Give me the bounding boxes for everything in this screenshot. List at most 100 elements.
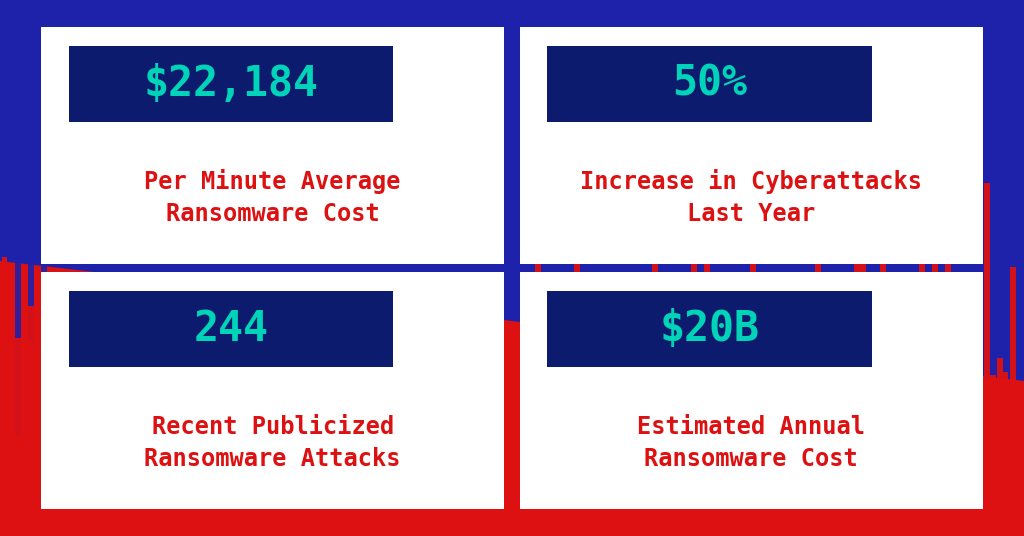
- Bar: [353, 0, 358, 249]
- Bar: [145, 0, 151, 443]
- Bar: [815, 185, 821, 536]
- FancyBboxPatch shape: [69, 46, 393, 122]
- FancyBboxPatch shape: [520, 272, 983, 509]
- Bar: [171, 0, 176, 121]
- Bar: [834, 275, 840, 536]
- Bar: [776, 416, 781, 536]
- Bar: [28, 0, 34, 341]
- Bar: [867, 487, 872, 536]
- Bar: [509, 0, 514, 217]
- Bar: [392, 0, 397, 288]
- Bar: [184, 0, 189, 107]
- FancyBboxPatch shape: [69, 291, 393, 367]
- Bar: [470, 0, 475, 160]
- Bar: [717, 0, 723, 422]
- Bar: [132, 0, 137, 39]
- Bar: [406, 0, 411, 102]
- Bar: [1016, 445, 1022, 536]
- Bar: [15, 338, 20, 536]
- Text: Recent Publicized
Ransomware Attacks: Recent Publicized Ransomware Attacks: [144, 415, 400, 471]
- Bar: [972, 375, 977, 536]
- Bar: [483, 495, 488, 536]
- Bar: [1002, 0, 1009, 62]
- Bar: [184, 440, 189, 536]
- Bar: [41, 0, 46, 285]
- Bar: [28, 306, 34, 536]
- Bar: [854, 221, 860, 536]
- Bar: [886, 393, 892, 536]
- Bar: [932, 172, 938, 536]
- Bar: [392, 366, 397, 536]
- Text: $20B: $20B: [659, 308, 760, 350]
- Bar: [314, 0, 319, 224]
- FancyBboxPatch shape: [41, 27, 505, 264]
- Bar: [353, 400, 358, 536]
- Bar: [802, 400, 808, 536]
- Bar: [210, 319, 215, 536]
- Bar: [821, 0, 826, 182]
- Bar: [327, 0, 333, 364]
- Bar: [737, 471, 742, 536]
- FancyBboxPatch shape: [548, 291, 871, 367]
- Bar: [906, 276, 911, 536]
- Bar: [418, 516, 424, 536]
- Bar: [496, 423, 502, 536]
- Bar: [171, 354, 176, 536]
- Bar: [834, 0, 840, 150]
- Bar: [80, 0, 85, 55]
- Bar: [795, 430, 801, 536]
- Bar: [1016, 0, 1022, 183]
- Bar: [366, 0, 372, 282]
- Bar: [873, 433, 879, 536]
- Bar: [808, 483, 813, 536]
- Bar: [249, 308, 255, 536]
- Bar: [1002, 372, 1009, 536]
- Bar: [842, 466, 847, 536]
- Bar: [678, 399, 683, 536]
- Bar: [665, 419, 671, 536]
- Bar: [288, 511, 294, 536]
- Bar: [705, 249, 710, 536]
- Bar: [132, 409, 137, 536]
- Bar: [678, 0, 683, 430]
- Bar: [756, 487, 762, 536]
- Bar: [444, 446, 450, 536]
- Bar: [743, 511, 749, 536]
- Bar: [977, 461, 982, 536]
- Bar: [574, 264, 580, 536]
- Bar: [743, 0, 749, 114]
- Bar: [847, 326, 853, 536]
- Bar: [899, 272, 904, 536]
- Bar: [587, 297, 593, 536]
- Bar: [964, 287, 970, 536]
- Bar: [561, 435, 566, 536]
- Bar: [958, 321, 964, 536]
- Text: Estimated Annual
Ransomware Cost: Estimated Annual Ransomware Cost: [637, 415, 865, 471]
- Bar: [990, 375, 995, 536]
- Bar: [236, 509, 242, 536]
- Bar: [639, 0, 644, 109]
- Bar: [379, 481, 384, 536]
- Bar: [535, 0, 541, 241]
- Bar: [431, 0, 436, 434]
- Bar: [54, 0, 59, 96]
- Bar: [705, 0, 710, 285]
- Bar: [860, 0, 865, 90]
- Bar: [920, 202, 925, 536]
- Bar: [860, 234, 865, 536]
- Bar: [652, 0, 657, 443]
- Bar: [301, 441, 306, 536]
- Bar: [756, 0, 762, 49]
- FancyBboxPatch shape: [41, 272, 505, 509]
- FancyBboxPatch shape: [520, 27, 983, 264]
- Text: 244: 244: [194, 308, 268, 350]
- Bar: [379, 0, 384, 50]
- Bar: [340, 508, 345, 536]
- Bar: [93, 0, 98, 399]
- Bar: [80, 430, 85, 536]
- Bar: [886, 0, 892, 62]
- Bar: [406, 396, 411, 536]
- Bar: [665, 0, 671, 360]
- Bar: [626, 0, 632, 263]
- Bar: [119, 0, 125, 331]
